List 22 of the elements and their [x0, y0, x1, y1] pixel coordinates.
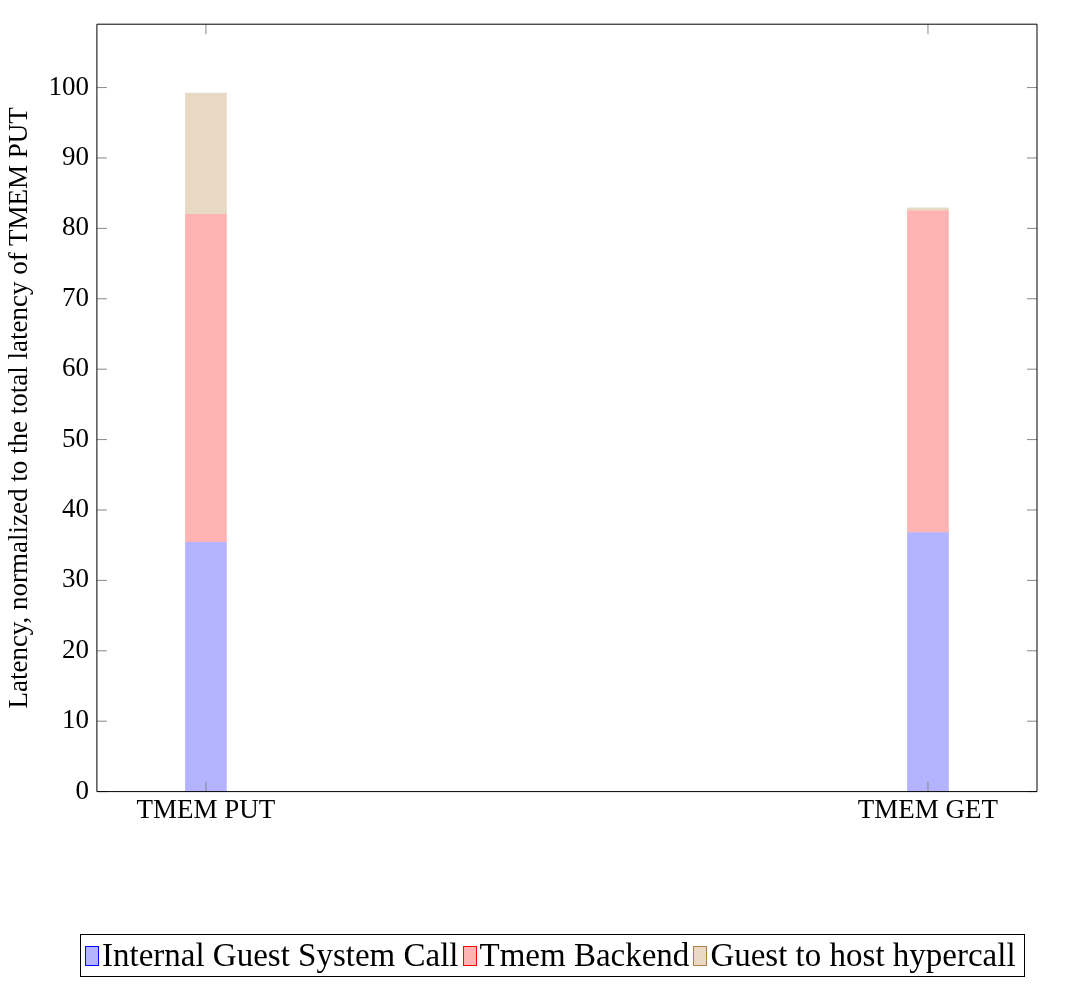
y-tick-label: 90 — [61, 141, 89, 172]
x-tick-label: TMEM GET — [857, 793, 999, 824]
y-tick-label: 60 — [61, 352, 89, 383]
bar — [185, 542, 227, 792]
bar — [907, 532, 949, 792]
y-tick-label: 20 — [61, 633, 89, 664]
y-tick-label: 40 — [61, 493, 89, 524]
legend-label: Tmem Backend — [479, 937, 690, 974]
y-tick-label: 30 — [61, 563, 89, 594]
y-tick-label: 0 — [75, 774, 89, 805]
y-axis-title: Latency, normalized to the total latency of TMEM PUT — [3, 106, 34, 709]
y-tick-label: 50 — [61, 422, 89, 453]
legend-label: Internal Guest System Call — [102, 937, 459, 974]
bar — [185, 92, 227, 215]
x-tick-label: TMEM PUT — [136, 793, 276, 824]
y-tick-label: 10 — [61, 704, 89, 735]
legend-label: Guest to host hypercall — [710, 937, 1016, 974]
y-tick-label: 80 — [61, 211, 89, 242]
bar — [907, 210, 949, 533]
bar — [185, 213, 227, 543]
y-tick-label: 100 — [48, 70, 89, 101]
y-tick-label: 70 — [61, 281, 89, 312]
